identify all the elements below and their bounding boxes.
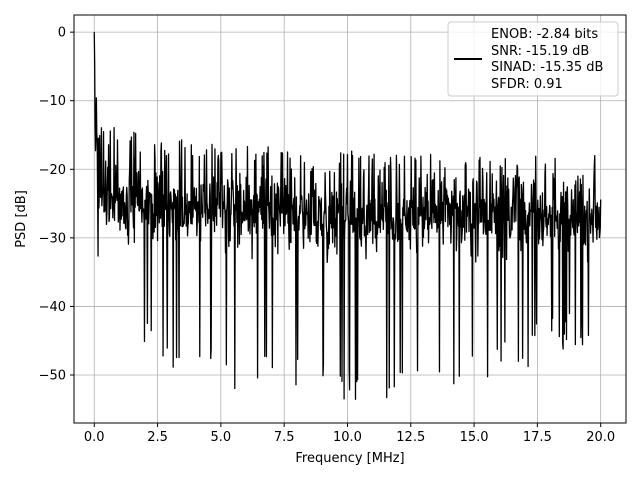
x-tick-label: 7.5 xyxy=(274,430,295,445)
x-tick-label: 15.0 xyxy=(460,430,489,445)
y-axis-title: PSD [dB] xyxy=(14,190,29,248)
legend-entry-sinad: SINAD: -15.35 dB xyxy=(491,60,603,75)
x-tick-label: 17.5 xyxy=(523,430,552,445)
legend-entry-sfdr: SFDR: 0.91 xyxy=(491,77,563,92)
x-tick-label: 20.0 xyxy=(586,430,615,445)
psd-line xyxy=(93,32,602,400)
legend-box xyxy=(447,21,619,97)
y-tick-label: −50 xyxy=(39,369,66,384)
x-axis: 0.0 2.5 5.0 7.5 10.0 12.5 15.0 17.5 20.0 xyxy=(84,423,615,445)
y-tick-label: 0 xyxy=(58,26,66,41)
x-tick-label: 10.0 xyxy=(333,430,362,445)
y-tick-label: −10 xyxy=(39,94,66,109)
y-axis: 0 −10 −20 −30 −40 −50 xyxy=(39,26,74,384)
y-tick-label: −30 xyxy=(39,231,66,246)
x-tick-label: 0.0 xyxy=(84,430,105,445)
legend-entry-snr: SNR: -15.19 dB xyxy=(491,44,589,59)
x-tick-label: 12.5 xyxy=(396,430,425,445)
plot-area-frame xyxy=(73,14,627,424)
x-axis-title: Frequency [MHz] xyxy=(295,451,404,466)
legend-entry-enob: ENOB: -2.84 bits xyxy=(491,27,598,42)
psd-series xyxy=(93,32,602,400)
y-tick-label: −40 xyxy=(39,300,66,315)
x-tick-label: 5.0 xyxy=(211,430,232,445)
legend: ENOB: -2.84 bits SNR: -15.19 dB SINAD: -… xyxy=(447,21,619,97)
y-tick-label: −20 xyxy=(39,163,66,178)
x-tick-label: 2.5 xyxy=(147,430,168,445)
